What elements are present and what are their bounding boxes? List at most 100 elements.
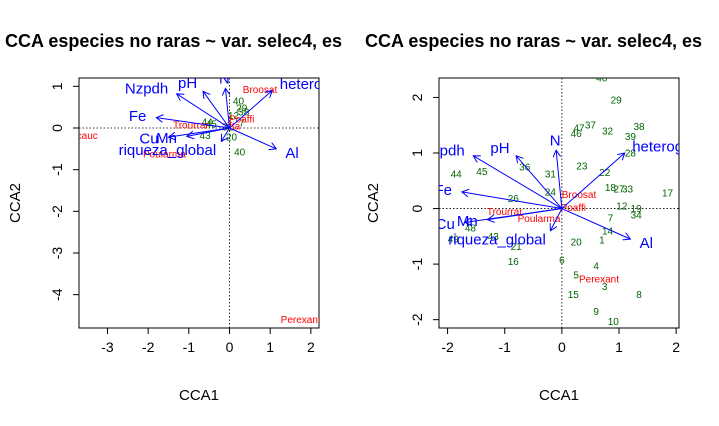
- env-vector-label: Fe: [129, 108, 147, 125]
- site-label: 46: [571, 129, 583, 140]
- env-vector-arrow: [221, 127, 230, 141]
- env-vector-arrow: [229, 127, 277, 149]
- x-tick-label: 2: [307, 339, 315, 355]
- site-label: 47: [573, 124, 585, 135]
- site-label: 7: [608, 214, 614, 225]
- species-label: Ipcauc: [68, 131, 97, 142]
- env-vector-label: Nzpdh: [421, 143, 464, 160]
- site-label: 26: [508, 194, 520, 205]
- cca-panel-right: CCA especies no raras ~ var. selec4, es …: [365, 31, 719, 404]
- species-label: Perexant: [281, 315, 321, 326]
- site-label: 8: [636, 290, 642, 301]
- y-tick-label: -4: [49, 288, 65, 301]
- site-label: 16: [508, 257, 520, 268]
- site-label: 14: [602, 226, 614, 237]
- site-label: 10: [608, 317, 620, 328]
- species-label: Trourrar: [173, 121, 209, 132]
- site-label: 31: [545, 170, 557, 181]
- plot-box: [78, 77, 320, 329]
- plot-box: [438, 77, 680, 329]
- site-label: 39: [625, 132, 637, 143]
- site-label: 36: [519, 162, 531, 173]
- site-label: 12: [228, 111, 240, 122]
- env-vector-label: Mn: [457, 213, 478, 230]
- site-label: 45: [476, 167, 488, 178]
- site-label: 44: [202, 117, 214, 128]
- site-label: 43: [488, 232, 500, 243]
- y-tick-label: -3: [49, 247, 65, 260]
- site-label: 21: [511, 242, 523, 253]
- y-axis-ticks: -2 -1 0 1 2: [409, 93, 439, 326]
- env-vector-arrow: [488, 208, 562, 220]
- x-tick-label: 1: [266, 339, 274, 355]
- env-vector-label: heterogeneidad_ambiental_P: [632, 138, 719, 155]
- site-label: 29: [236, 104, 248, 115]
- site-label: 38: [238, 108, 250, 119]
- env-vector-label: Nzpdh: [125, 80, 168, 97]
- env-vector-label: pH: [178, 75, 197, 92]
- cca-panel-left: CCA especies no raras ~ var. selec4, es …: [5, 31, 476, 404]
- env-vector-arrow: [187, 127, 230, 136]
- env-vector-arrow: [177, 94, 230, 129]
- site-label: 34: [631, 211, 643, 222]
- x-axis-ticks: -3 -2 -1 0 1 2: [101, 328, 315, 355]
- site-label: 28: [625, 149, 637, 160]
- site-label: 48: [465, 224, 477, 235]
- env-vector-label: Cu: [436, 216, 455, 233]
- y-tick-label: -2: [49, 205, 65, 218]
- y-tick-label: -2: [409, 313, 425, 326]
- site-label: 33: [622, 185, 634, 196]
- env-vector-label: pH: [490, 140, 509, 157]
- env-vector-arrow: [462, 192, 562, 210]
- site-label: 45: [206, 119, 218, 130]
- env-vector-label: Al: [640, 235, 653, 252]
- species-label: ifta: [227, 121, 241, 132]
- site-label: 43: [200, 131, 212, 142]
- y-tick-label: -1: [409, 258, 425, 271]
- site-label: 23: [576, 161, 588, 172]
- env-vector-label: riqueza_global: [119, 142, 217, 159]
- site-label: 20: [571, 237, 583, 248]
- env-vector-label: N: [219, 70, 230, 87]
- site-label: 6: [559, 256, 565, 267]
- species-label: Poaffi: [229, 114, 254, 125]
- env-vector-arrow: [556, 150, 563, 209]
- env-vector-label: Fe: [434, 182, 452, 199]
- x-tick-label: -2: [441, 339, 454, 355]
- env-vector-label: heterogeneidad_ambiental_P: [280, 76, 476, 93]
- site-label: 32: [602, 126, 614, 137]
- species-label: Perexant: [579, 275, 619, 286]
- env-vector-arrow: [203, 91, 230, 129]
- site-label: 12: [616, 201, 628, 212]
- site-label: 24: [545, 187, 557, 198]
- site-label: 5: [573, 271, 579, 282]
- site-label: 15: [568, 290, 580, 301]
- site-label: 20: [226, 133, 238, 144]
- site-label: 40: [233, 96, 245, 107]
- env-vector-arrow: [225, 88, 229, 129]
- site-label: 38: [633, 122, 645, 133]
- site-label: 17: [662, 189, 674, 200]
- x-tick-label: 0: [226, 339, 234, 355]
- y-axis-ticks: -4 -3 -2 -1 0 1: [49, 82, 79, 301]
- site-label: 19: [631, 204, 643, 215]
- x-tick-label: -1: [498, 339, 511, 355]
- x-tick-label: -3: [101, 339, 114, 355]
- site-label: 40: [596, 74, 608, 85]
- env-vector-arrow: [473, 156, 563, 209]
- species-label: Trourrar: [487, 207, 523, 218]
- y-axis-label: CCA2: [7, 183, 24, 223]
- env-vector-arrow: [561, 153, 625, 209]
- site-label: 1: [599, 236, 605, 247]
- title-mask: [362, 28, 365, 54]
- y-tick-label: 0: [409, 204, 425, 212]
- site-label: 27: [613, 185, 625, 196]
- site-label: 18: [605, 183, 617, 194]
- env-vector-arrow: [516, 156, 563, 209]
- env-vector-arrow: [561, 208, 631, 240]
- env-vector-arrow: [156, 118, 230, 129]
- env-vector-label: Cu: [139, 131, 158, 148]
- chart-title: CCA especies no raras ~ var. selec4, es: [365, 31, 702, 51]
- env-vector-label: Mn: [156, 130, 177, 147]
